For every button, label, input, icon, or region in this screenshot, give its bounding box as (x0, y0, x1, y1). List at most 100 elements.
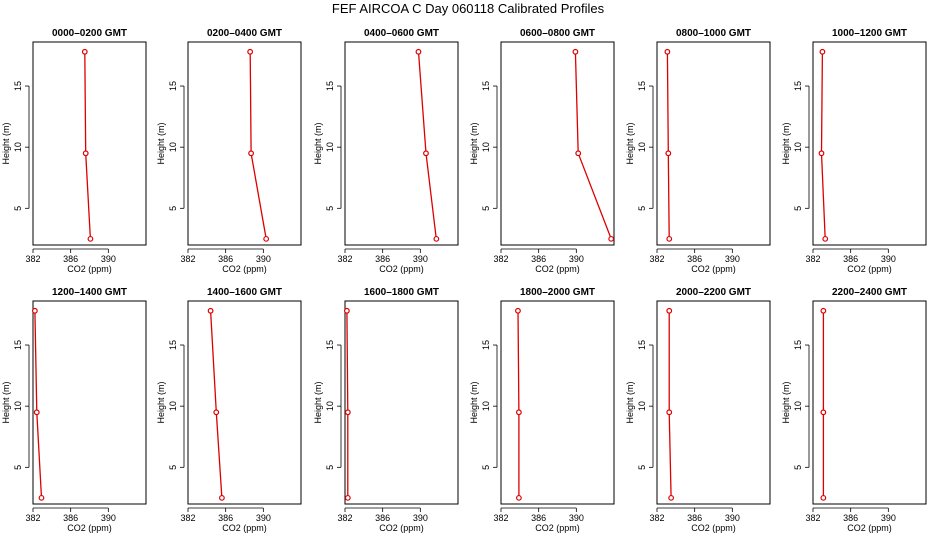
y-axis-label: Height (m) (1, 122, 11, 164)
profile-line (668, 310, 672, 498)
x-axis-label: CO2 (ppm) (691, 523, 736, 533)
profile-point (207, 307, 214, 314)
y-tick-label: 5 (13, 206, 23, 211)
plot-frame (656, 41, 771, 246)
x-tick-label: 390 (101, 513, 116, 523)
x-axis-label: CO2 (ppm) (67, 523, 112, 533)
x-tick-label: 382 (337, 513, 352, 523)
profile-line (249, 51, 267, 240)
profile-point (665, 150, 672, 157)
y-axis-label: Height (m) (781, 122, 791, 164)
x-tick-label: 386 (63, 513, 78, 523)
y-tick-label: 15 (168, 81, 178, 91)
x-tick-label: 386 (218, 254, 233, 264)
y-tick-label: 5 (325, 465, 335, 470)
x-tick-label: 390 (101, 254, 116, 264)
x-tick-label: 382 (180, 513, 195, 523)
x-tick-label: 386 (687, 254, 702, 264)
plot-frame (344, 41, 459, 246)
x-tick-label: 382 (25, 254, 40, 264)
x-tick-label: 390 (256, 513, 271, 523)
y-tick-label: 10 (793, 142, 803, 152)
plot-frame (500, 300, 615, 505)
x-tick-label: 382 (805, 513, 820, 523)
panel-title: 1800–2000 GMT (520, 287, 595, 298)
profile-point (343, 307, 350, 314)
plot-frame (32, 300, 147, 505)
profile-point (433, 235, 440, 242)
x-axis-label: CO2 (ppm) (847, 523, 892, 533)
y-tick-label: 15 (481, 340, 491, 350)
profile-point (820, 307, 827, 314)
x-axis-label: CO2 (ppm) (535, 264, 580, 274)
profile-point (666, 235, 673, 242)
profile-point (822, 235, 829, 242)
y-tick-label: 5 (168, 206, 178, 211)
x-axis-label: CO2 (ppm) (847, 264, 892, 274)
x-axis-label: CO2 (ppm) (379, 523, 424, 533)
profile-point (515, 409, 522, 416)
y-tick-label: 10 (168, 401, 178, 411)
panel-title: 0400–0600 GMT (364, 28, 439, 39)
y-tick-label: 5 (637, 465, 647, 470)
panel-title: 2200–2400 GMT (832, 287, 907, 298)
x-tick-label: 382 (805, 254, 820, 264)
y-tick-label: 10 (168, 142, 178, 152)
panel-title: 0000–0200 GMT (52, 28, 127, 39)
y-tick-label: 15 (325, 340, 335, 350)
profile-point (664, 48, 671, 55)
y-tick-label: 10 (13, 142, 23, 152)
profile-point (515, 307, 521, 314)
profile-point (87, 235, 94, 242)
x-tick-label: 386 (375, 513, 390, 523)
profile-point (572, 48, 579, 55)
plot-frame (812, 300, 927, 505)
y-axis-label: Height (m) (156, 122, 166, 164)
y-tick-label: 10 (637, 142, 647, 152)
x-tick-label: 382 (493, 513, 508, 523)
y-axis-label: Height (m) (625, 122, 635, 164)
profile-point (666, 409, 673, 416)
x-tick-label: 382 (649, 513, 664, 523)
profile-point (575, 150, 582, 157)
y-axis-label: Height (m) (625, 381, 635, 423)
y-tick-label: 5 (168, 465, 178, 470)
profile-point (263, 235, 270, 242)
figure-title: FEF AIRCOA C Day 060118 Calibrated Profi… (332, 1, 605, 16)
y-axis-label: Height (m) (156, 381, 166, 423)
panel-title: 0800–1000 GMT (676, 28, 751, 39)
y-axis-label: Height (m) (1, 381, 11, 423)
x-tick-label: 390 (725, 513, 740, 523)
y-tick-label: 5 (481, 206, 491, 211)
y-tick-label: 15 (13, 340, 23, 350)
x-tick-label: 386 (843, 254, 858, 264)
profile-line (346, 310, 349, 498)
y-axis-label: Height (m) (313, 381, 323, 423)
panel-title: 1400–1600 GMT (207, 287, 282, 298)
profile-line (517, 310, 520, 498)
y-tick-label: 15 (325, 81, 335, 91)
x-tick-label: 390 (569, 513, 584, 523)
x-tick-label: 390 (569, 254, 584, 264)
x-tick-label: 386 (531, 513, 546, 523)
y-tick-label: 5 (637, 206, 647, 211)
y-tick-label: 5 (325, 206, 335, 211)
y-tick-label: 15 (481, 81, 491, 91)
profile-point (820, 409, 827, 416)
profile-point (31, 307, 38, 314)
panel-title: 0200–0400 GMT (207, 28, 282, 39)
x-axis-label: CO2 (ppm) (379, 264, 424, 274)
y-tick-label: 10 (793, 401, 803, 411)
y-axis-label: Height (m) (313, 122, 323, 164)
profile-line (666, 51, 670, 239)
x-tick-label: 382 (337, 254, 352, 264)
y-axis-label: Height (m) (781, 381, 791, 423)
profile-point (415, 48, 422, 55)
x-tick-label: 390 (881, 254, 896, 264)
